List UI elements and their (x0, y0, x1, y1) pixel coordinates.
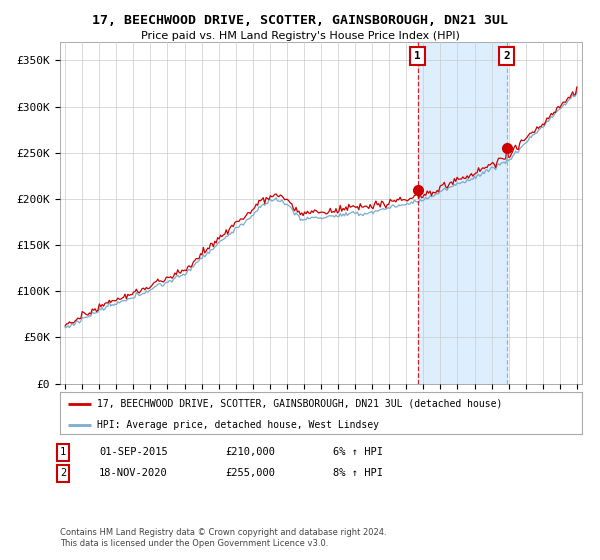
Text: 1: 1 (60, 447, 66, 458)
Text: 8% ↑ HPI: 8% ↑ HPI (333, 468, 383, 478)
Text: £210,000: £210,000 (225, 447, 275, 458)
Text: 6% ↑ HPI: 6% ↑ HPI (333, 447, 383, 458)
Text: Price paid vs. HM Land Registry's House Price Index (HPI): Price paid vs. HM Land Registry's House … (140, 31, 460, 41)
Text: 2: 2 (503, 51, 510, 61)
Text: 1: 1 (415, 51, 421, 61)
Text: 2: 2 (60, 468, 66, 478)
Text: 18-NOV-2020: 18-NOV-2020 (99, 468, 168, 478)
Bar (418, 42, 506, 384)
Text: 17, BEECHWOOD DRIVE, SCOTTER, GAINSBOROUGH, DN21 3UL (detached house): 17, BEECHWOOD DRIVE, SCOTTER, GAINSBOROU… (97, 399, 502, 409)
Text: £255,000: £255,000 (225, 468, 275, 478)
Text: 01-SEP-2015: 01-SEP-2015 (99, 447, 168, 458)
Text: Contains HM Land Registry data © Crown copyright and database right 2024.
This d: Contains HM Land Registry data © Crown c… (60, 528, 386, 548)
Text: 17, BEECHWOOD DRIVE, SCOTTER, GAINSBOROUGH, DN21 3UL: 17, BEECHWOOD DRIVE, SCOTTER, GAINSBOROU… (92, 14, 508, 27)
Text: HPI: Average price, detached house, West Lindsey: HPI: Average price, detached house, West… (97, 420, 379, 430)
